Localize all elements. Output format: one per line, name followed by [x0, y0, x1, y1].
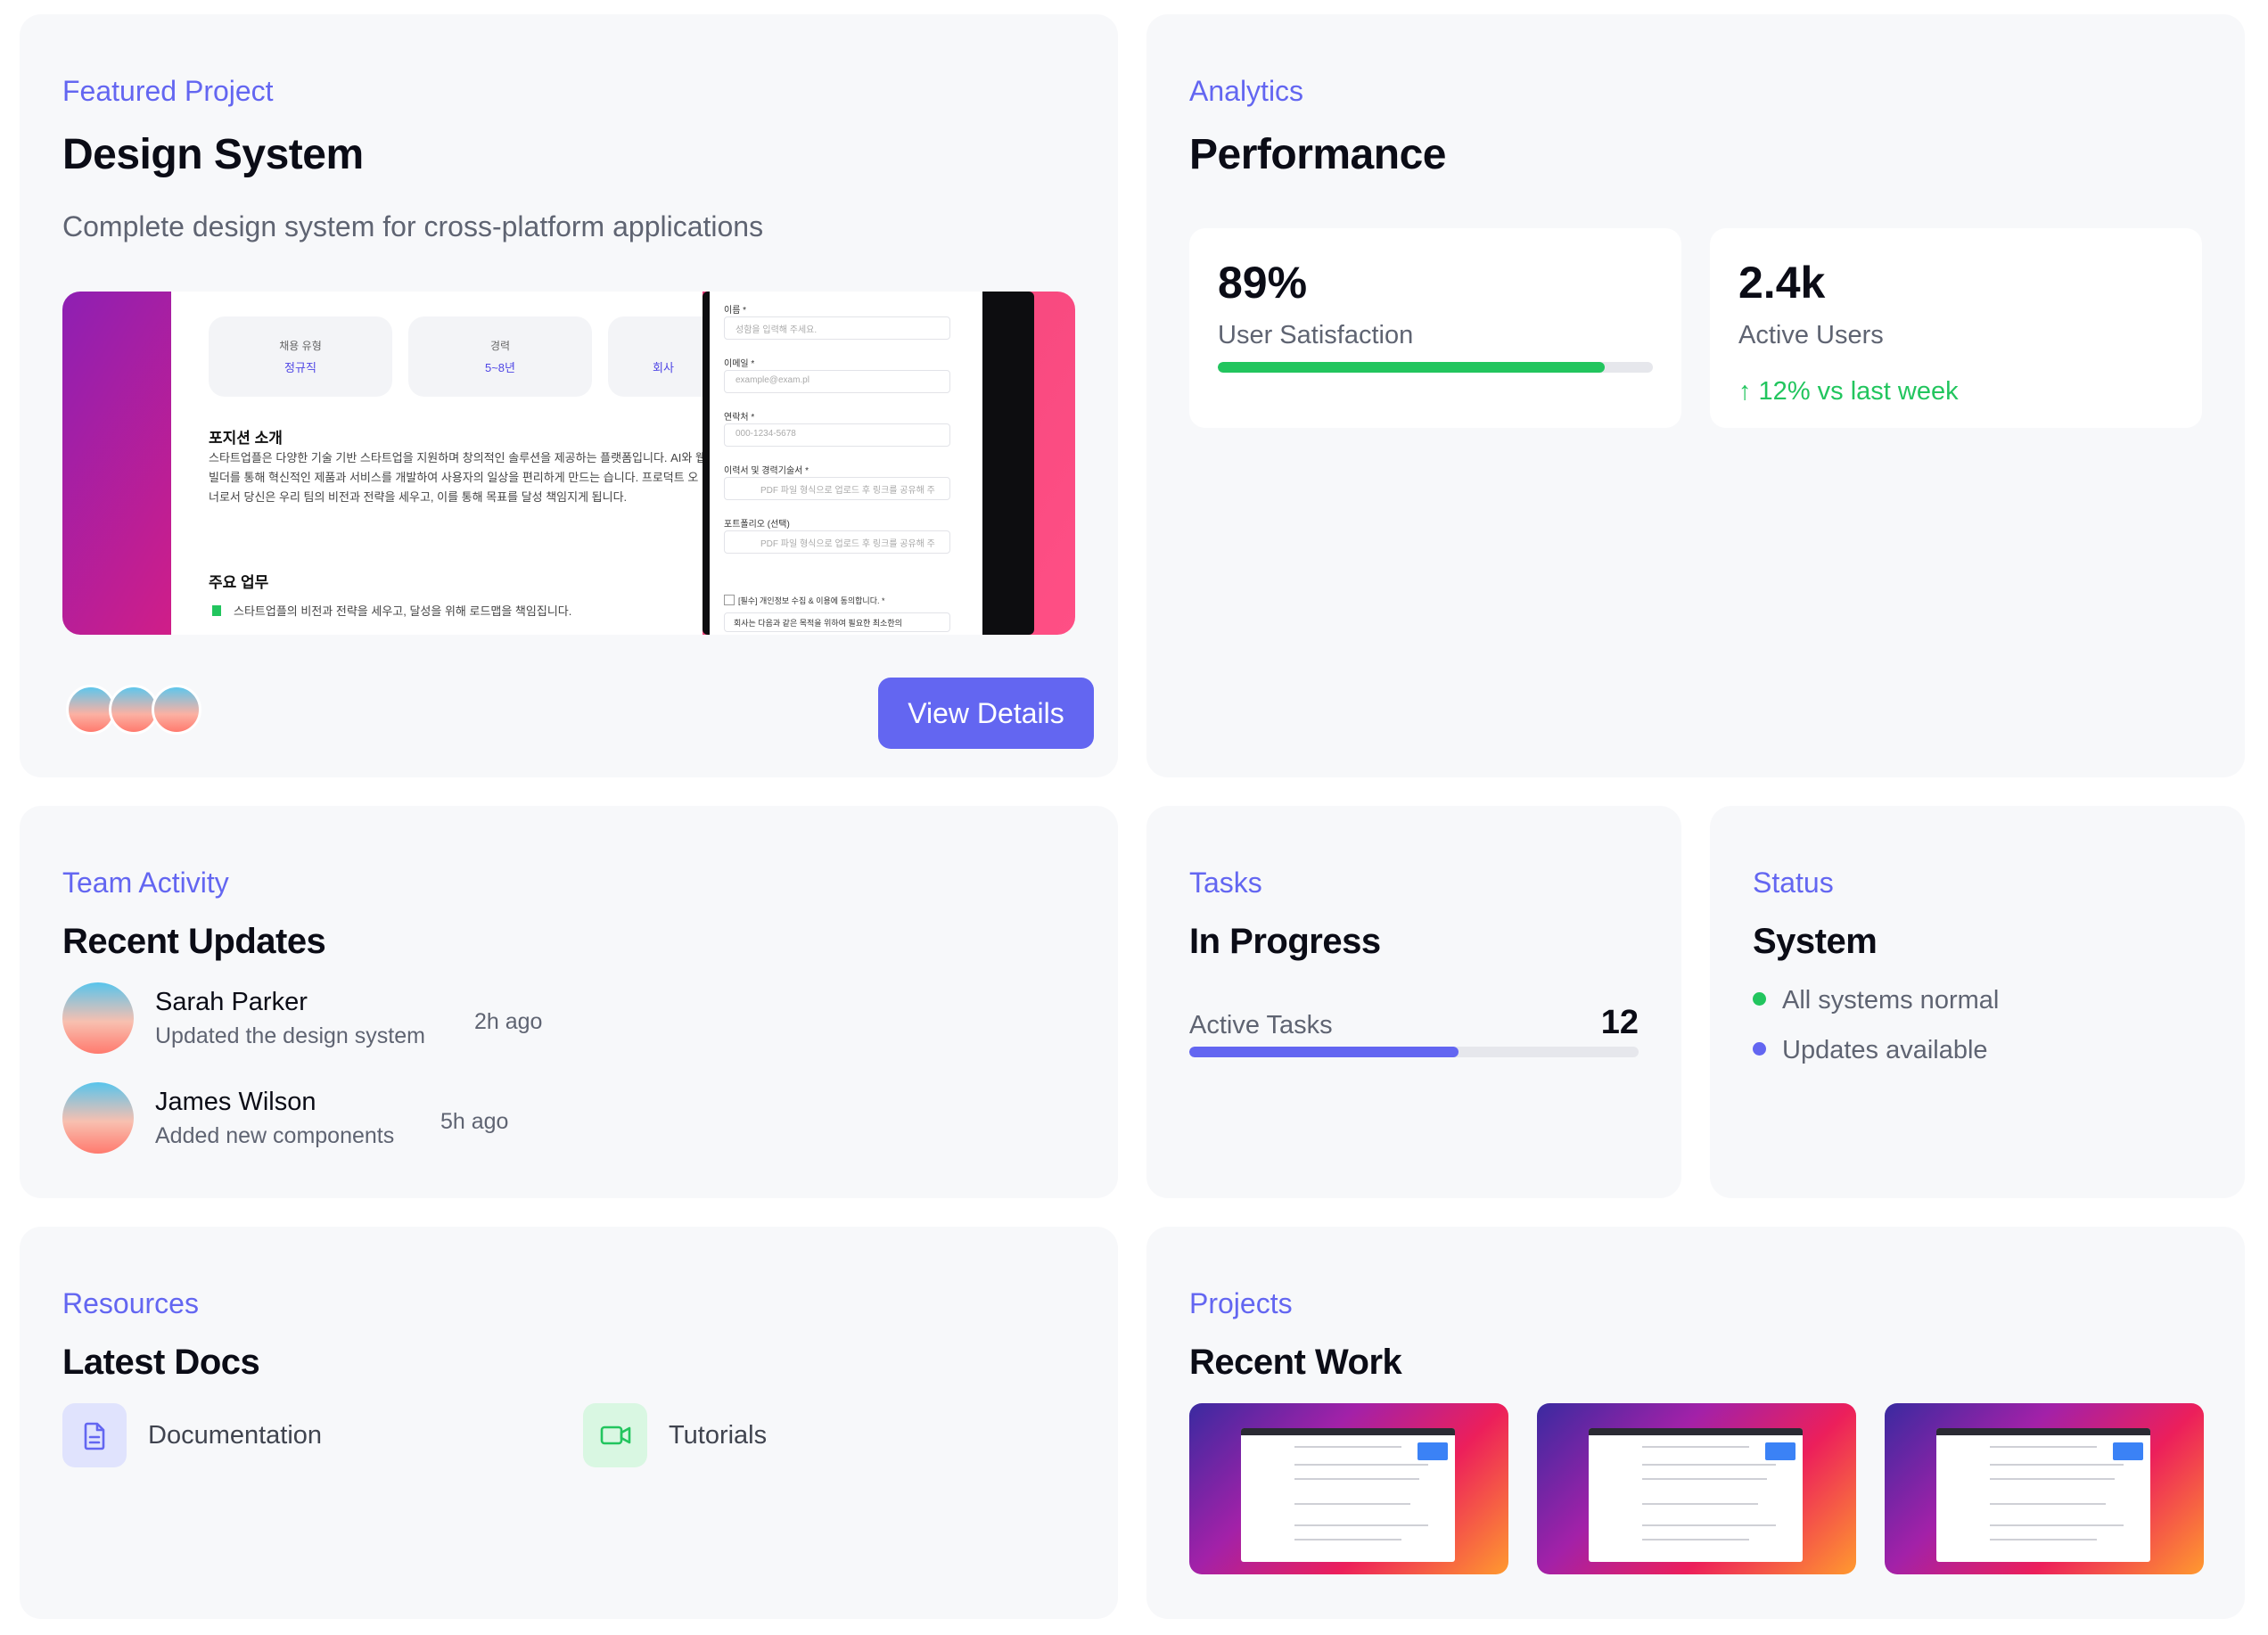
analytics-card: Analytics Performance 89% User Satisfact… — [1146, 14, 2245, 777]
featured-subtitle: Complete design system for cross-platfor… — [62, 210, 764, 242]
tasks-title: In Progress — [1189, 922, 1381, 961]
satisfaction-stat: 89% User Satisfaction — [1189, 228, 1681, 428]
featured-title: Design System — [62, 131, 364, 178]
preview-pill: 경력 5~8년 — [408, 316, 592, 397]
status-dot-icon — [1753, 1041, 1766, 1056]
analytics-title: Performance — [1189, 131, 1446, 178]
activity-user-name: James Wilson — [155, 1088, 316, 1116]
activity-time: 2h ago — [474, 1009, 543, 1034]
activity-item[interactable]: James Wilson Added new components 5h ago — [62, 1082, 597, 1155]
status-card: Status System All systems normal Updates… — [1710, 806, 2245, 1198]
flag-icon — [212, 605, 221, 616]
preview-task-item: 스타트업플의 비전과 전략을 세우고, 달성을 위해 로드맵을 책임집니다. — [234, 604, 572, 618]
resource-label: Documentation — [148, 1421, 323, 1450]
project-thumbnail[interactable] — [1537, 1403, 1856, 1574]
avatar — [152, 685, 201, 735]
projects-title: Recent Work — [1189, 1343, 1402, 1382]
resources-eyebrow: Resources — [62, 1287, 199, 1319]
project-thumbnail[interactable] — [1885, 1403, 2204, 1574]
active-users-value: 2.4k — [1738, 258, 1826, 308]
satisfaction-value: 89% — [1218, 258, 1308, 308]
activity-description: Added new components — [155, 1123, 395, 1148]
satisfaction-label: User Satisfaction — [1218, 321, 1414, 349]
avatar — [62, 982, 134, 1054]
analytics-eyebrow: Analytics — [1189, 75, 1304, 107]
preview-job-page: 채용 유형 정규직 경력 5~8년 회사 회사 포지션 소개 스타트업플은 다양… — [171, 292, 792, 635]
projects-card: Projects Recent Work — [1146, 1227, 2245, 1619]
active-tasks-label: Active Tasks — [1189, 1011, 1333, 1039]
project-thumbnail[interactable] — [1189, 1403, 1508, 1574]
satisfaction-progress — [1218, 362, 1653, 373]
view-details-button[interactable]: View Details — [878, 678, 1094, 749]
team-title: Recent Updates — [62, 922, 326, 961]
status-label: Updates available — [1782, 1036, 1988, 1064]
document-icon — [62, 1403, 127, 1467]
active-tasks-count: 12 — [1600, 1004, 1639, 1041]
activity-time: 5h ago — [440, 1109, 509, 1134]
activity-user-name: Sarah Parker — [155, 988, 308, 1016]
status-item: Updates available — [1753, 1036, 1988, 1065]
status-item: All systems normal — [1753, 986, 1999, 1015]
team-activity-card: Team Activity Recent Updates Sarah Parke… — [20, 806, 1118, 1198]
resources-card: Resources Latest Docs Documentation Tuto… — [20, 1227, 1118, 1619]
activity-item[interactable]: Sarah Parker Updated the design system 2… — [62, 982, 597, 1056]
projects-eyebrow: Projects — [1189, 1287, 1293, 1319]
tasks-card: Tasks In Progress Active Tasks 12 — [1146, 806, 1681, 1198]
preview-pill: 채용 유형 정규직 — [209, 316, 392, 397]
project-preview-image[interactable]: 채용 유형 정규직 경력 5~8년 회사 회사 포지션 소개 스타트업플은 다양… — [62, 292, 1075, 635]
active-users-label: Active Users — [1738, 321, 1884, 349]
preview-section-title: 주요 업무 — [209, 574, 269, 591]
avatar — [62, 1082, 134, 1154]
resource-label: Tutorials — [669, 1421, 768, 1450]
status-label: All systems normal — [1782, 986, 2000, 1015]
featured-eyebrow: Featured Project — [62, 75, 274, 107]
active-users-stat: 2.4k Active Users ↑ 12% vs last week — [1710, 228, 2202, 428]
tasks-progress — [1189, 1047, 1639, 1057]
users-trend: ↑ 12% vs last week — [1738, 377, 1959, 406]
resources-title: Latest Docs — [62, 1343, 260, 1382]
activity-description: Updated the design system — [155, 1023, 425, 1048]
preview-section-title: 포지션 소개 — [209, 430, 283, 447]
team-eyebrow: Team Activity — [62, 867, 229, 899]
status-dot-icon — [1753, 991, 1766, 1006]
preview-section-body: 스타트업플은 다양한 기술 기반 스타트업을 지원하며 창의적인 솔루션을 제공… — [209, 451, 706, 504]
status-title: System — [1753, 922, 1878, 961]
tasks-eyebrow: Tasks — [1189, 867, 1262, 899]
status-eyebrow: Status — [1753, 867, 1834, 899]
avatar — [66, 685, 116, 735]
featured-project-card: Featured Project Design System Complete … — [20, 14, 1118, 777]
video-icon — [583, 1403, 647, 1467]
preview-phone: 이름 * 성함을 입력해 주세요. 이메일 * example@exam.pl … — [703, 292, 1034, 635]
